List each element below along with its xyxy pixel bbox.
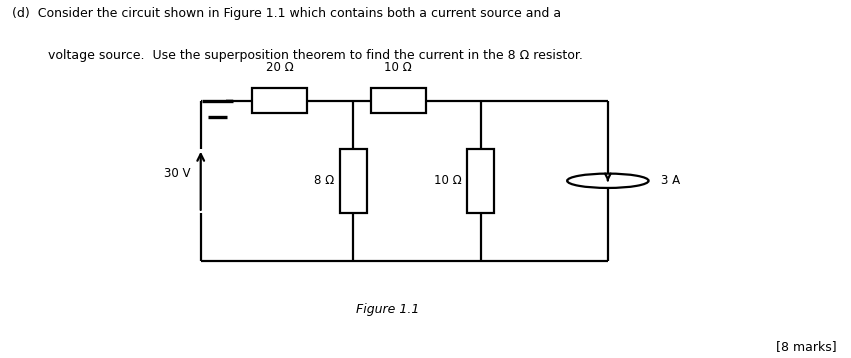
- Text: 8 Ω: 8 Ω: [315, 174, 334, 187]
- Bar: [252, 88, 307, 113]
- Text: 3 A: 3 A: [661, 174, 681, 187]
- Text: 10 Ω: 10 Ω: [385, 61, 412, 74]
- Text: 30 V: 30 V: [164, 167, 191, 180]
- Text: 20 Ω: 20 Ω: [266, 61, 294, 74]
- Bar: [467, 149, 494, 213]
- Text: (d)  Consider the circuit shown in Figure 1.1 which contains both a current sour: (d) Consider the circuit shown in Figure…: [12, 7, 561, 20]
- Text: Figure 1.1: Figure 1.1: [356, 303, 419, 316]
- Text: voltage source.  Use the superposition theorem to find the current in the 8 Ω re: voltage source. Use the superposition th…: [48, 49, 583, 62]
- Bar: [340, 149, 367, 213]
- Text: [8 marks]: [8 marks]: [776, 340, 837, 353]
- Text: 10 Ω: 10 Ω: [434, 174, 462, 187]
- Bar: [371, 88, 426, 113]
